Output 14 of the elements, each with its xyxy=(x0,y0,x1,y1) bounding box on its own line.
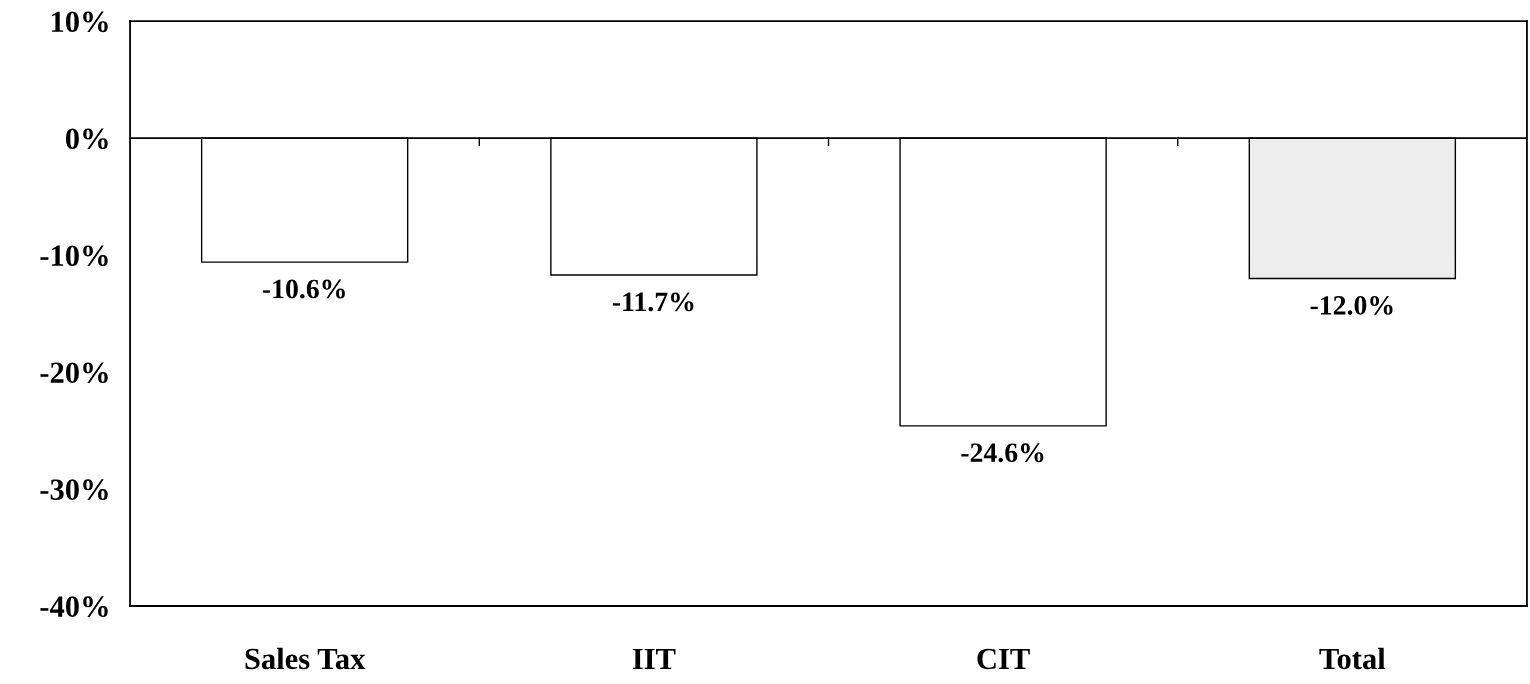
y-tick-label: -20% xyxy=(40,362,108,384)
y-tick-label: -30% xyxy=(40,479,108,501)
x-tick-label: IIT xyxy=(632,648,676,669)
data-label: -11.7% xyxy=(612,292,694,312)
x-tick-label: CIT xyxy=(977,648,1030,670)
x-tick-label: Sales Tax xyxy=(245,647,366,670)
data-label: -24.6% xyxy=(961,443,1044,463)
data-label: -12.0% xyxy=(1310,295,1393,315)
y-tick-label: 0% xyxy=(65,128,108,150)
x-tick-label: Total xyxy=(1319,647,1386,670)
data-label: -10.6% xyxy=(262,279,345,299)
y-tick-label: 10% xyxy=(51,11,108,33)
y-tick-label: -40% xyxy=(40,596,108,618)
y-tick-label: -10% xyxy=(40,245,108,267)
